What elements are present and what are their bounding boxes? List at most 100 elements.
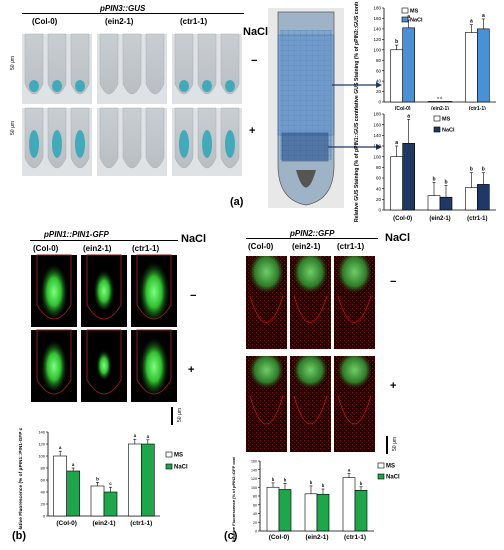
significance-letter: b xyxy=(444,179,447,185)
panel-b-nacl-label: NaCl xyxy=(181,233,207,245)
panel-b-genotype-col0: (Col-0) xyxy=(33,244,59,253)
root-image xyxy=(47,33,67,95)
bar xyxy=(141,443,155,517)
y-axis-label: Relative Fluorescence (% of pPIN2::GFP c… xyxy=(231,457,236,542)
legend-label: MS xyxy=(442,117,451,123)
bar xyxy=(402,143,415,211)
panel-a-minus: − xyxy=(251,55,258,67)
root-outline xyxy=(36,254,72,320)
gus-stain xyxy=(225,80,235,92)
y-tick-label: 80 xyxy=(376,58,382,63)
significance-letter: b xyxy=(272,477,275,482)
gfp-signal xyxy=(250,256,283,296)
y-tick-label: 120 xyxy=(373,144,381,149)
panel-c-minus: − xyxy=(390,276,397,288)
y-tick-label: 0 xyxy=(43,514,46,519)
bar xyxy=(278,489,292,532)
y-tick-label: 0 xyxy=(378,100,381,105)
panel-b-divider xyxy=(30,240,178,241)
root-outline xyxy=(249,295,284,323)
x-tick-label: (ein2-1) xyxy=(431,106,449,110)
significance-letter: b xyxy=(360,481,363,486)
panel-c-plus: + xyxy=(390,380,397,392)
root-image xyxy=(197,33,217,95)
x-tick-label: (ein2-1) xyxy=(429,216,450,222)
gfp-signal xyxy=(96,348,112,380)
panel-b-label: (b) xyxy=(12,530,27,542)
y-tick-label: 60 xyxy=(253,503,257,507)
gfp-signal xyxy=(338,356,371,391)
gus-stain xyxy=(29,130,39,158)
panel-a-nacl-label: NaCl xyxy=(243,26,269,38)
x-tick-label: (ein2-1) xyxy=(92,520,115,527)
root-image xyxy=(122,33,142,95)
bar xyxy=(66,470,80,517)
root-outline xyxy=(36,329,72,395)
y-tick-label: 140 xyxy=(38,430,45,435)
y-tick-label: 40 xyxy=(376,79,382,84)
gus-stain xyxy=(52,80,62,92)
panel-c-construct: pPIN2::GFP xyxy=(290,229,335,238)
significance-letter: b xyxy=(96,476,99,481)
root-image xyxy=(99,107,119,169)
y-tick-label: 100 xyxy=(251,486,257,490)
y-tick-label: 180 xyxy=(373,112,381,117)
gus-stain xyxy=(225,130,235,158)
y-tick-label: 160 xyxy=(251,460,257,464)
y-tick-label: 20 xyxy=(376,89,382,94)
significance-letter: a xyxy=(348,467,351,472)
y-tick-label: 120 xyxy=(251,477,257,481)
legend-swatch xyxy=(433,126,441,133)
root-image xyxy=(174,33,194,95)
bar xyxy=(465,32,478,103)
root-image xyxy=(122,107,142,169)
root-outline xyxy=(136,329,172,395)
root-image xyxy=(24,33,44,95)
y-tick-label: 160 xyxy=(373,16,381,21)
x-tick-label: (ctr1-1) xyxy=(467,216,487,222)
bar xyxy=(90,485,105,517)
panel-a-genotype-ctr1: (ctr1-1) xyxy=(180,17,208,26)
root-image xyxy=(99,33,119,95)
panel-c-genotype-col0: (Col-0) xyxy=(248,242,274,251)
x-tick-label: (ctr1-1) xyxy=(469,106,486,110)
panel-b-genotype-ctr1: (ctr1-1) xyxy=(132,244,160,253)
bar xyxy=(390,156,403,211)
y-tick-label: 100 xyxy=(373,47,381,52)
bar xyxy=(316,493,330,532)
bar xyxy=(342,477,356,532)
legend-label: NaCl xyxy=(174,465,188,471)
significance-letter: b xyxy=(395,39,398,45)
x-tick-label: (Col-0) xyxy=(393,216,412,222)
bar xyxy=(427,101,441,103)
y-tick-label: 60 xyxy=(376,176,382,181)
significance-letter: b xyxy=(284,477,287,482)
panel-a-genotype-ein2: (ein2-1) xyxy=(105,17,134,26)
legend-label: MS xyxy=(410,9,419,15)
panel-b-construct: pPIN1::PIN1-GFP xyxy=(44,230,109,239)
legend-swatch xyxy=(401,7,409,14)
y-tick-label: 140 xyxy=(373,133,381,138)
significance-letter: a xyxy=(59,445,62,450)
panel-c-genotype-ctr1: (ctr1-1) xyxy=(337,242,365,251)
significance-letter: a xyxy=(407,113,410,119)
gus-stain xyxy=(29,80,39,92)
gfp-signal xyxy=(250,356,283,391)
x-tick-label: (ctr1-1) xyxy=(130,520,152,527)
y-tick-label: 100 xyxy=(373,154,381,159)
root-outline xyxy=(293,395,328,425)
panel-c-divider xyxy=(246,238,378,239)
panel-b-minus: − xyxy=(190,290,197,302)
gus-stain xyxy=(202,130,212,158)
y-tick-label: 20 xyxy=(253,521,257,525)
panel-c-genotype-ein2: (ein2-1) xyxy=(292,242,321,251)
pin1-gfp-images xyxy=(31,254,177,402)
root-schematic xyxy=(268,8,382,208)
root-outline xyxy=(337,395,372,425)
annotation: n.d. xyxy=(437,96,443,100)
bar xyxy=(354,490,368,532)
bar xyxy=(53,455,67,517)
panel-b-genotype-ein2: (ein2-1) xyxy=(83,244,112,253)
panel-a-divider xyxy=(22,13,244,14)
